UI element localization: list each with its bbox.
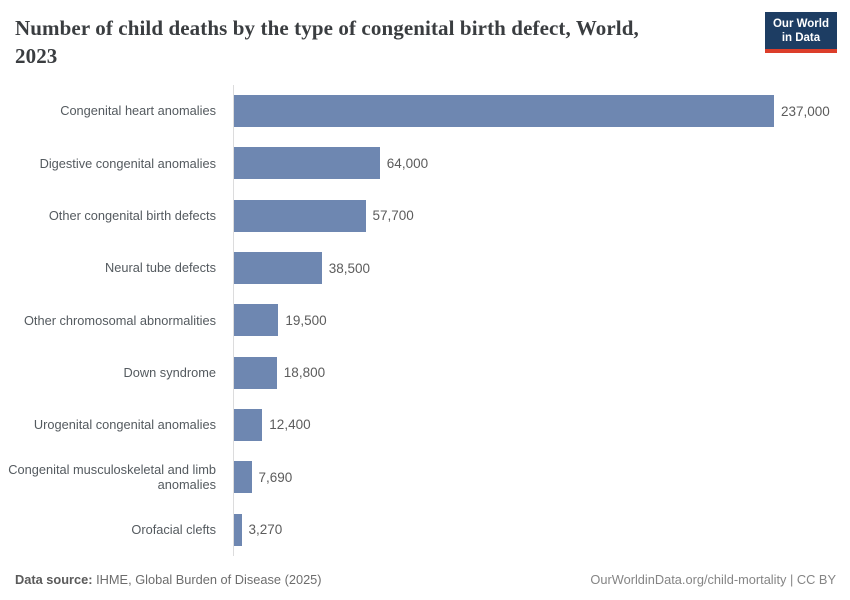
value-label: 19,500 (285, 312, 327, 328)
bar[interactable] (234, 147, 380, 180)
data-source-note: Data source: IHME, Global Burden of Dise… (15, 572, 322, 587)
owid-logo-line1: Our World (772, 18, 829, 30)
plot-area: 64,000 (233, 137, 850, 190)
chart-row: Congenital musculoskeletal and limb anom… (0, 451, 850, 504)
bar[interactable] (234, 513, 242, 546)
credit-note: OurWorldinData.org/child-mortality | CC … (590, 572, 836, 587)
category-label: Orofacial clefts (131, 521, 216, 537)
category-label: Other chromosomal abnormalities (23, 312, 216, 328)
chart-row: Urogenital congenital anomalies 12,400 (0, 398, 850, 452)
data-source-label: Data source: (15, 572, 93, 587)
category-label: Congenital musculoskeletal and limb anom… (8, 461, 216, 493)
chart-row: Neural tube defects 38,500 (0, 241, 850, 295)
chart-row: Congenital heart anomalies 237,000 (0, 85, 850, 138)
category-label: Digestive congenital anomalies (39, 155, 216, 171)
plot-area: 18,800 (233, 346, 850, 399)
chart-title-line2: 2023 (15, 44, 58, 68)
plot-area: 38,500 (233, 241, 850, 295)
value-label: 64,000 (386, 155, 429, 171)
chart-row: Other chromosomal abnormalities 19,500 (0, 294, 850, 347)
category-label: Down syndrome (123, 364, 216, 380)
chart-title: Number of child deaths by the type of co… (15, 14, 735, 70)
chart-row: Other congenital birth defects 57,700 (0, 189, 850, 242)
value-label: 57,700 (372, 208, 414, 224)
bar[interactable] (234, 461, 252, 494)
value-label: 18,800 (283, 365, 326, 381)
plot-area: 19,500 (233, 294, 850, 347)
category-label: Urogenital congenital anomalies (33, 417, 216, 433)
plot-area: 3,270 (233, 503, 850, 556)
value-label: 237,000 (781, 103, 830, 119)
chart-title-line1: Number of child deaths by the type of co… (15, 16, 639, 40)
category-label: Other congenital birth defects (48, 208, 216, 224)
plot-area: 7,690 (233, 451, 850, 504)
bar[interactable] (234, 95, 774, 128)
chart-row: Orofacial clefts 3,270 (0, 503, 850, 556)
data-source-value: IHME, Global Burden of Disease (2025) (92, 572, 322, 587)
chart-row: Digestive congenital anomalies 64,000 (0, 137, 850, 190)
owid-logo: Our World in Data (764, 12, 837, 53)
chart-footer: Data source: IHME, Global Burden of Dise… (15, 572, 836, 587)
bar[interactable] (234, 408, 263, 441)
value-label: 12,400 (269, 417, 311, 433)
category-label: Congenital heart anomalies (60, 103, 216, 119)
bar[interactable] (234, 199, 366, 232)
bar[interactable] (234, 304, 279, 337)
owid-logo-line2: in Data (781, 32, 821, 44)
value-label: 3,270 (248, 522, 283, 538)
bar[interactable] (234, 252, 322, 285)
value-label: 38,500 (328, 260, 370, 276)
bar[interactable] (234, 356, 277, 389)
chart-row: Down syndrome 18,800 (0, 346, 850, 399)
plot-area: 12,400 (233, 398, 850, 452)
plot-area: 57,700 (233, 189, 850, 242)
category-label: Neural tube defects (105, 260, 216, 276)
bar-chart: Congenital heart anomalies 237,000 Digesti… (0, 85, 850, 556)
plot-area: 237,000 (233, 85, 850, 138)
value-label: 7,690 (258, 469, 293, 485)
